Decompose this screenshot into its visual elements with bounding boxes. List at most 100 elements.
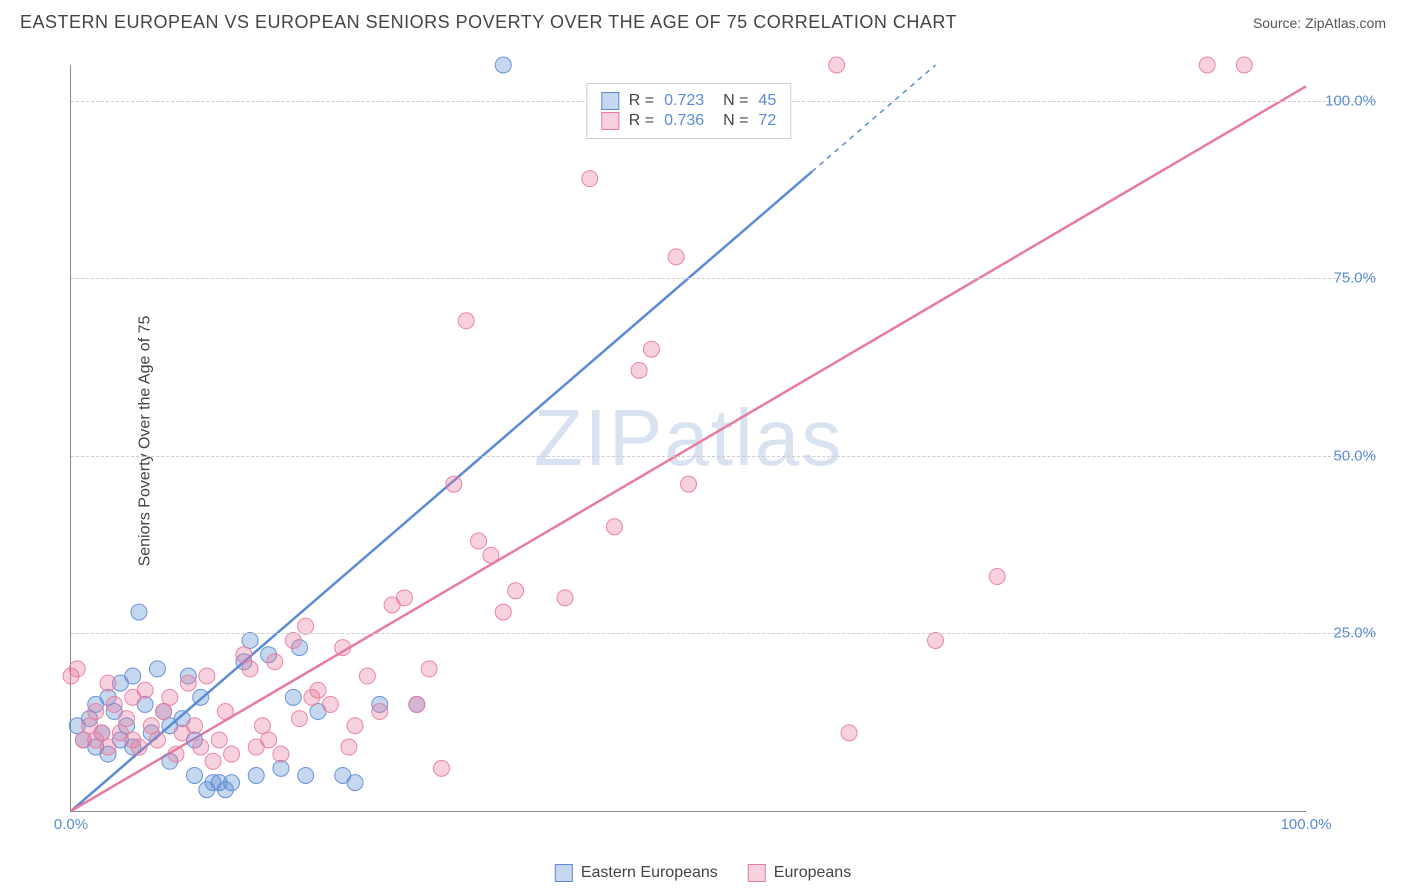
data-point [236, 647, 252, 663]
y-tick-label: 50.0% [1333, 447, 1376, 464]
legend-item-european: Europeans [748, 864, 851, 882]
data-point [100, 675, 116, 691]
plot-area: ZIPatlas R = 0.723 N = 45 R = 0.736 N = … [70, 65, 1306, 812]
legend-label-eastern: Eastern Europeans [581, 864, 718, 882]
data-point [458, 313, 474, 329]
data-point [409, 696, 425, 712]
swatch-european [601, 112, 619, 130]
gridline [71, 456, 1376, 457]
data-point [483, 547, 499, 563]
data-point [156, 704, 172, 720]
data-point [168, 746, 184, 762]
data-point [359, 668, 375, 684]
n-label: N = [714, 92, 748, 110]
data-point [582, 171, 598, 187]
data-point [434, 760, 450, 776]
data-point [322, 696, 338, 712]
stats-row-european: R = 0.736 N = 72 [601, 112, 776, 130]
data-point [143, 718, 159, 734]
plot-svg [71, 65, 1306, 811]
data-point [193, 739, 209, 755]
swatch-european-icon [748, 864, 766, 882]
data-point [149, 732, 165, 748]
data-point [217, 704, 233, 720]
r-label: R = [629, 92, 654, 110]
data-point [829, 57, 845, 73]
r-label: R = [629, 112, 654, 130]
y-tick-label: 25.0% [1333, 625, 1376, 642]
data-point [119, 711, 135, 727]
data-point [261, 732, 277, 748]
data-point [285, 689, 301, 705]
data-point [310, 682, 326, 698]
legend-label-european: Europeans [774, 864, 851, 882]
series-legend: Eastern Europeans Europeans [555, 864, 851, 882]
data-point [557, 590, 573, 606]
data-point [273, 760, 289, 776]
data-point [224, 775, 240, 791]
data-point [347, 775, 363, 791]
data-point [205, 753, 221, 769]
data-point [137, 682, 153, 698]
data-point [285, 632, 301, 648]
swatch-eastern-icon [555, 864, 573, 882]
data-point [606, 519, 622, 535]
trend-line-dashed [812, 65, 936, 172]
r-value-eastern: 0.723 [664, 92, 704, 110]
swatch-eastern [601, 92, 619, 110]
stats-row-eastern: R = 0.723 N = 45 [601, 92, 776, 110]
data-point [495, 604, 511, 620]
x-tick-label: 100.0% [1281, 816, 1332, 833]
data-point [643, 341, 659, 357]
data-point [106, 696, 122, 712]
data-point [471, 533, 487, 549]
data-point [69, 661, 85, 677]
data-point [162, 689, 178, 705]
data-point [267, 654, 283, 670]
chart-container: Seniors Poverty Over the Age of 75 ZIPat… [40, 50, 1386, 832]
data-point [928, 632, 944, 648]
data-point [372, 704, 388, 720]
data-point [508, 583, 524, 599]
data-point [254, 718, 270, 734]
data-point [298, 618, 314, 634]
n-value-eastern: 45 [758, 92, 776, 110]
data-point [495, 57, 511, 73]
data-point [125, 668, 141, 684]
data-point [131, 739, 147, 755]
data-point [199, 668, 215, 684]
data-point [187, 718, 203, 734]
data-point [180, 675, 196, 691]
data-point [631, 363, 647, 379]
data-point [94, 725, 110, 741]
source-label: Source: ZipAtlas.com [1253, 15, 1386, 31]
data-point [224, 746, 240, 762]
gridline [71, 633, 1376, 634]
data-point [242, 661, 258, 677]
data-point [88, 704, 104, 720]
trend-line [71, 86, 1306, 811]
data-point [335, 640, 351, 656]
data-point [298, 767, 314, 783]
data-point [396, 590, 412, 606]
stats-legend: R = 0.723 N = 45 R = 0.736 N = 72 [586, 83, 791, 139]
x-tick-label: 0.0% [54, 816, 88, 833]
gridline [71, 278, 1376, 279]
data-point [149, 661, 165, 677]
data-point [187, 767, 203, 783]
data-point [421, 661, 437, 677]
y-tick-label: 75.0% [1333, 270, 1376, 287]
n-label: N = [714, 112, 748, 130]
data-point [989, 569, 1005, 585]
data-point [1236, 57, 1252, 73]
y-tick-label: 100.0% [1325, 92, 1376, 109]
data-point [668, 249, 684, 265]
data-point [131, 604, 147, 620]
r-value-european: 0.736 [664, 112, 704, 130]
legend-item-eastern: Eastern Europeans [555, 864, 718, 882]
data-point [681, 476, 697, 492]
data-point [841, 725, 857, 741]
data-point [347, 718, 363, 734]
data-point [248, 767, 264, 783]
data-point [1199, 57, 1215, 73]
